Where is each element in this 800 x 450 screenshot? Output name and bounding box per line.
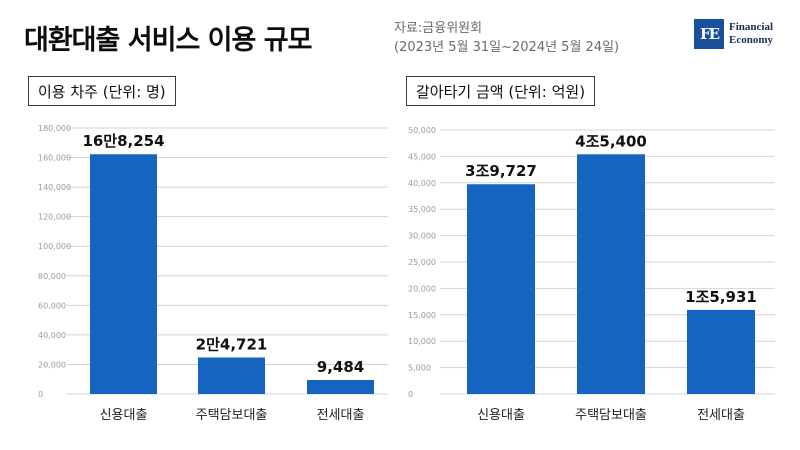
borrowers-data-label: 9,484	[317, 358, 364, 376]
borrowers-y-tick-label: 80,000	[38, 272, 66, 281]
amount-y-tick-label: 20,000	[408, 284, 436, 293]
borrowers-y-tick-label: 0	[38, 390, 43, 399]
source-label: 자료:금융위원회	[394, 21, 483, 36]
logo-text-line1: Financial	[729, 21, 774, 33]
borrowers-bar	[307, 379, 374, 394]
amount-category-label: 주택담보대출	[575, 408, 647, 423]
amount-y-tick-label: 15,000	[408, 311, 436, 320]
amount-bar	[467, 184, 535, 394]
amount-data-label: 3조9,727	[465, 162, 537, 180]
page-title: 대환대출 서비스 이용 규모	[24, 25, 312, 56]
borrowers-category-label: 주택담보대출	[196, 408, 268, 423]
amount-bar	[687, 309, 755, 394]
borrowers-data-label: 16만8,254	[82, 132, 164, 150]
logo-text-line2: Economy	[729, 34, 773, 46]
borrowers-chart-label: 이용 차주 (단위: 명)	[28, 76, 176, 106]
amount-y-tick-label: 35,000	[408, 205, 436, 214]
borrowers-category-label: 신용대출	[100, 408, 148, 423]
amount-y-tick-label: 30,000	[408, 232, 436, 241]
borrowers-y-tick-label: 60,000	[38, 301, 66, 310]
borrowers-bar	[198, 357, 265, 394]
logo-mark: FE	[694, 19, 724, 49]
borrowers-y-tick-label: 40,000	[38, 331, 66, 340]
amount-y-tick-label: 5,000	[408, 364, 431, 373]
borrowers-category-label: 전세대출	[317, 408, 365, 423]
amount-category-label: 신용대출	[477, 408, 525, 423]
amount-category-label: 전세대출	[697, 408, 745, 423]
source-period: (2023년 5월 31일~2024년 5월 24일)	[394, 40, 620, 55]
borrowers-y-tick-label: 20,000	[38, 360, 66, 369]
amount-y-tick-label: 40,000	[408, 179, 436, 188]
amount-data-label: 4조5,400	[575, 132, 647, 150]
amount-data-label: 1조5,931	[685, 288, 757, 306]
borrowers-data-label: 2만4,721	[196, 335, 268, 353]
borrowers-bar	[90, 154, 157, 394]
amount-chart-label: 갈아타기 금액 (단위: 억원)	[406, 76, 596, 106]
borrowers-y-tick-label: 100,000	[38, 242, 71, 251]
amount-y-tick-label: 0	[408, 390, 413, 399]
source-note: 자료:금융위원회 (2023년 5월 31일~2024년 5월 24일)	[394, 19, 619, 57]
amount-y-tick-label: 10,000	[408, 337, 436, 346]
borrowers-y-tick-label: 140,000	[38, 183, 71, 192]
amount-y-tick-label: 50,000	[408, 126, 436, 135]
borrowers-y-tick-label: 120,000	[38, 213, 71, 222]
logo-text: Financial Economy	[729, 21, 773, 47]
amount-bar	[577, 154, 645, 394]
amount-y-tick-label: 45,000	[408, 152, 436, 161]
logo: FE Financial Economy	[694, 19, 773, 49]
borrowers-y-tick-label: 180,000	[38, 124, 71, 133]
borrowers-y-tick-label: 160,000	[38, 154, 71, 163]
amount-y-tick-label: 25,000	[408, 258, 436, 267]
